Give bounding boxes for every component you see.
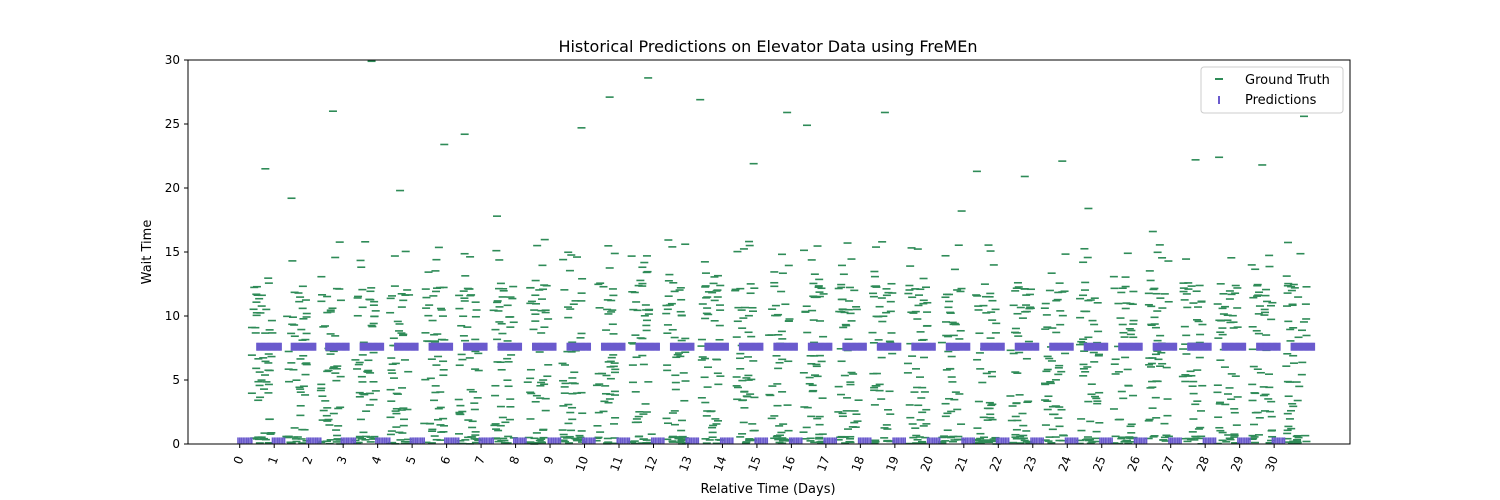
x-tick-label: 14 — [711, 454, 729, 473]
x-tick-label: 4 — [369, 454, 385, 466]
x-tick-label: 16 — [780, 454, 798, 473]
x-tick-label: 21 — [952, 454, 970, 473]
x-tick-label: 6 — [438, 454, 454, 466]
legend-box — [1200, 66, 1344, 114]
x-tick-label: 28 — [1194, 454, 1212, 473]
x-tick-label: 26 — [1125, 454, 1143, 473]
x-tick-label: 8 — [507, 454, 523, 466]
y-tick-label: 20 — [165, 181, 180, 195]
x-tick-label: 7 — [472, 454, 488, 466]
legend-label-ground-truth: Ground Truth — [1245, 73, 1330, 88]
y-tick-label: 5 — [172, 373, 180, 387]
legend: Ground Truth Predictions — [1200, 66, 1344, 114]
y-axis: 0 5 10 15 20 25 30 — [165, 53, 188, 451]
x-tick-label: 5 — [403, 454, 419, 466]
x-tick-label: 1 — [265, 454, 281, 466]
x-tick-label: 11 — [607, 454, 625, 473]
y-tick-label: 10 — [165, 309, 180, 323]
x-tick-label: 25 — [1090, 454, 1108, 473]
y-tick-label: 30 — [165, 53, 180, 67]
x-tick-label: 3 — [334, 454, 350, 466]
y-axis-label: Wait Time — [140, 220, 155, 285]
x-tick-label: 15 — [745, 454, 763, 473]
x-tick-label: 19 — [883, 454, 901, 473]
x-tick-label: 24 — [1056, 454, 1074, 473]
x-axis: 0 1 2 3 4 5 6 7 8 9 10 11 12 13 14 15 16 17 18 19 20 21 22 23 24… — [231, 444, 1281, 473]
x-tick-label: 9 — [541, 454, 557, 466]
y-tick-label: 25 — [165, 117, 180, 131]
x-tick-label: 12 — [642, 454, 660, 473]
points-layer — [237, 60, 1316, 445]
x-tick-label: 18 — [849, 454, 867, 473]
legend-label-predictions: Predictions — [1245, 93, 1317, 108]
x-tick-label: 29 — [1228, 454, 1246, 473]
x-tick-label: 10 — [573, 454, 591, 473]
x-tick-label: 17 — [814, 454, 832, 473]
x-tick-label: 23 — [1021, 454, 1039, 473]
x-tick-label: 2 — [300, 454, 316, 466]
x-tick-label: 0 — [231, 454, 247, 466]
x-axis-label: Relative Time (Days) — [700, 482, 835, 497]
y-tick-label: 0 — [172, 437, 180, 451]
x-tick-label: 22 — [987, 454, 1005, 473]
x-tick-label: 27 — [1159, 454, 1177, 473]
x-tick-label: 20 — [918, 454, 936, 473]
x-tick-label: 13 — [676, 454, 694, 473]
chart-title: Historical Predictions on Elevator Data … — [558, 37, 977, 56]
y-tick-label: 15 — [165, 245, 180, 259]
x-tick-label: 30 — [1263, 454, 1281, 473]
